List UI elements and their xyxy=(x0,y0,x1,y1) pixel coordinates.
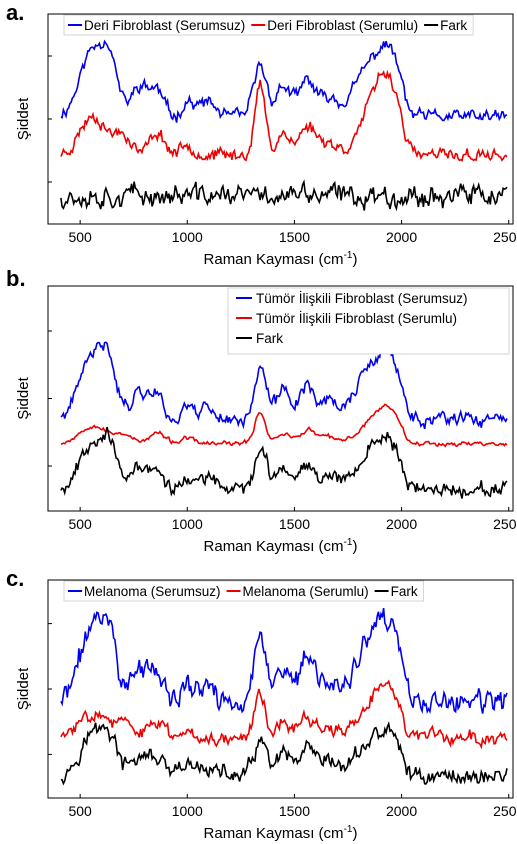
series-line-2 xyxy=(60,403,508,448)
x-tick-label: 2500 xyxy=(493,229,517,245)
legend-label-2: Deri Fibroblast (Serumlu) xyxy=(267,18,418,33)
panel-1: a. 500 1000 1500 2000 2500 Raman Kayması (cm-1… xyxy=(6,0,517,268)
x-tick-label: 1000 xyxy=(172,516,203,532)
y-axis-title: Şiddet xyxy=(15,667,32,710)
x-tick-label: 500 xyxy=(68,803,92,819)
plot-frame xyxy=(47,579,514,799)
legend-label-3: Fark xyxy=(440,18,467,33)
legend-label-1: Tümör İlişkili Fibroblast (Serumsuz) xyxy=(256,291,468,306)
legend: Deri Fibroblast (Serumsuz) Deri Fibroblas… xyxy=(63,14,474,36)
x-tick-label: 2500 xyxy=(493,516,517,532)
x-axis-title-sup: -1 xyxy=(344,537,353,548)
x-axis-title-sup: -1 xyxy=(344,250,353,261)
x-axis-title: Raman Kayması (cm-1) xyxy=(204,250,358,268)
x-axis-title-end: ) xyxy=(352,251,357,268)
legend: Tümör İlişkili Fibroblast (Serumsuz) Tümö… xyxy=(227,287,510,355)
series-line-1 xyxy=(60,39,508,123)
y-axis-title: Şiddet xyxy=(15,376,32,419)
legend-box xyxy=(63,580,424,602)
legend-box xyxy=(63,14,474,36)
x-axis-title-end: ) xyxy=(352,825,357,842)
x-axis-title: Raman Kayması (cm-1) xyxy=(204,824,358,842)
y-axis-title: Şiddet xyxy=(15,97,32,140)
series-line-3 xyxy=(60,720,508,786)
x-tick-label: 1500 xyxy=(279,229,310,245)
plot-frame xyxy=(47,13,514,225)
legend-label-2: Melanoma (Serumlu) xyxy=(243,584,369,599)
legend: Melanoma (Serumsuz) Melanoma (Serumlu) Far… xyxy=(63,580,424,602)
panel-label: a. xyxy=(6,0,24,25)
x-axis-title-end: ) xyxy=(352,538,357,555)
legend-label-2: Tümör İlişkili Fibroblast (Serumlu) xyxy=(256,311,457,326)
series-line-3 xyxy=(60,179,508,212)
legend-label-3: Fark xyxy=(391,584,418,599)
series-line-1 xyxy=(60,607,508,715)
series-line-1 xyxy=(60,341,508,430)
panel-3: c. 500 1000 1500 2000 2500 Raman Kayması (cm-1… xyxy=(6,566,517,842)
x-tick-label: 1500 xyxy=(279,803,310,819)
legend-label-1: Melanoma (Serumsuz) xyxy=(84,584,221,599)
series-line-2 xyxy=(60,69,508,162)
panel-label: c. xyxy=(6,566,24,591)
series-line-2 xyxy=(60,679,508,750)
panel-2: b. 500 1000 1500 2000 2500 Raman Kayması (cm-1… xyxy=(6,266,517,555)
x-axis-title-sup: -1 xyxy=(344,824,353,835)
x-tick-label: 2500 xyxy=(493,803,517,819)
x-axis-title-main: Raman Kayması (cm xyxy=(204,825,344,842)
x-tick-label: 500 xyxy=(68,229,92,245)
x-tick-label: 1000 xyxy=(172,229,203,245)
x-tick-label: 1000 xyxy=(172,803,203,819)
x-tick-label: 1500 xyxy=(279,516,310,532)
x-tick-label: 2000 xyxy=(386,803,417,819)
x-axis-title: Raman Kayması (cm-1) xyxy=(204,537,358,555)
legend-label-3: Fark xyxy=(256,331,283,346)
legend-box xyxy=(227,287,510,355)
legend-label-1: Deri Fibroblast (Serumsuz) xyxy=(84,18,245,33)
panel-label: b. xyxy=(6,266,26,291)
x-tick-label: 2000 xyxy=(386,516,417,532)
x-tick-label: 2000 xyxy=(386,229,417,245)
series-line-3 xyxy=(60,426,508,499)
x-axis-title-main: Raman Kayması (cm xyxy=(204,251,344,268)
x-tick-label: 500 xyxy=(68,516,92,532)
x-axis-title-main: Raman Kayması (cm xyxy=(204,538,344,555)
